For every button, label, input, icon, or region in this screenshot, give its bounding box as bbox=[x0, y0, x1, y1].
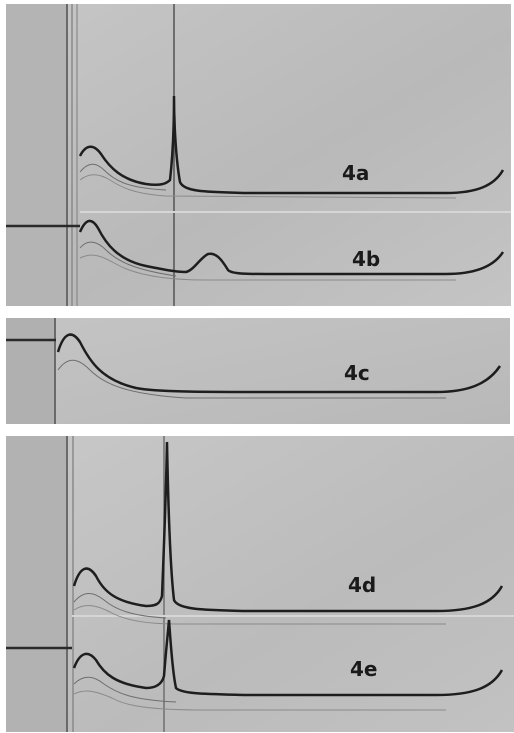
trace-label-4b: 4b bbox=[352, 247, 380, 271]
trace-4a-fringe bbox=[79, 163, 167, 191]
left-strip bbox=[6, 436, 66, 732]
trace-4a-fringe bbox=[79, 174, 457, 199]
trace-4b bbox=[78, 219, 505, 276]
trace-4d bbox=[72, 441, 504, 613]
panel-background bbox=[6, 318, 510, 424]
trace-label-4a: 4a bbox=[342, 161, 369, 185]
photo-panel-top: 4a 4b bbox=[6, 4, 511, 306]
trace-4c bbox=[56, 333, 502, 394]
panel-background bbox=[6, 436, 514, 732]
trace-4c-fringe bbox=[57, 359, 446, 399]
trace-label-4d: 4d bbox=[348, 573, 376, 597]
trace-4a bbox=[78, 95, 505, 195]
trace-4b-fringe bbox=[79, 254, 456, 281]
photo-panel-middle: 4c bbox=[6, 318, 510, 424]
trace-label-4e: 4e bbox=[350, 657, 377, 681]
trace-4d-fringe bbox=[73, 593, 167, 619]
left-strip bbox=[6, 318, 54, 424]
left-strip bbox=[6, 4, 66, 306]
trace-4e-fringe bbox=[73, 676, 177, 703]
photo-panel-bottom: 4d 4e bbox=[6, 436, 514, 732]
trace-4e bbox=[72, 619, 504, 697]
trace-4d-fringe bbox=[73, 605, 446, 625]
trace-4e-fringe bbox=[73, 690, 446, 711]
trace-label-4c: 4c bbox=[344, 361, 370, 385]
trace-4b-fringe bbox=[79, 241, 177, 277]
